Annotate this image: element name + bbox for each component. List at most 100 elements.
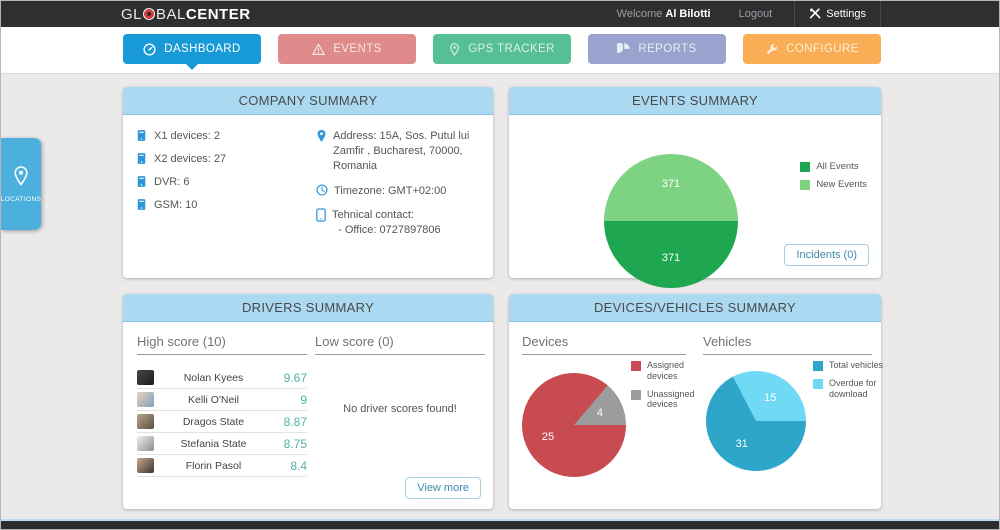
pie-icon	[617, 42, 631, 56]
low-score-column: Low score (0) No driver scores found!	[315, 334, 485, 415]
driver-row[interactable]: Stefania State 8.75	[137, 433, 307, 455]
timezone-block: Timezone: GMT+02:00	[316, 183, 484, 199]
driver-name: Florin Pasol	[185, 459, 242, 472]
driver-score: 8.87	[283, 414, 307, 429]
incidents-button[interactable]: Incidents (0)	[784, 244, 869, 266]
events-summary-panel: EVENTS SUMMARY 371 371 All Events New Even…	[509, 87, 881, 288]
map-pin-icon	[13, 165, 29, 191]
pie-slice-label: 371	[661, 178, 681, 191]
legend-item[interactable]: Total vehicles	[813, 360, 885, 371]
legend-item[interactable]: Overdue for download	[813, 378, 885, 400]
pin-icon	[449, 42, 460, 56]
logo-text-gl: GL	[121, 5, 143, 23]
drivers-summary-panel: DRIVERS SUMMARY High score (10) Nolan Ky…	[123, 294, 493, 509]
low-score-header: Low score (0)	[315, 334, 485, 355]
events-summary-body: 371 371 All Events New Events Incidents (0…	[509, 115, 881, 288]
address-block: Address: 15A, Sos. Putul lui Zamfir , Bu…	[316, 129, 484, 174]
tab-gps-tracker[interactable]: GPS TRACKER	[433, 34, 571, 64]
footer-bar	[1, 519, 999, 529]
driver-row[interactable]: Nolan Kyees 9.67	[137, 367, 307, 389]
driver-name: Stefania State	[180, 437, 247, 450]
vehicles-legend: Total vehicles Overdue for download	[813, 360, 885, 400]
legend-swatch	[813, 379, 823, 389]
map-pin-icon	[316, 129, 327, 174]
tab-label: REPORTS	[638, 43, 697, 55]
device-icon	[137, 175, 146, 188]
legend-label: Overdue for download	[829, 378, 877, 399]
phone-icon	[316, 208, 326, 238]
device-count-label: GSM: 10	[154, 198, 198, 211]
company-device-item: X2 devices: 27	[137, 152, 226, 165]
driver-row[interactable]: Kelli O'Neil 9	[137, 389, 307, 411]
devices-vehicles-body: Devices Vehicles 25 4 Assigned devices Una…	[509, 322, 883, 509]
driver-avatar	[137, 436, 154, 451]
events-pie-chart[interactable]: 371 371	[604, 154, 738, 288]
company-device-item: GSM: 10	[137, 198, 226, 211]
legend-item[interactable]: Unassigned devices	[631, 389, 703, 411]
devices-legend: Assigned devices Unassigned devices	[631, 360, 703, 410]
pie-slice-label: 4	[596, 406, 604, 419]
driver-name: Dragos State	[182, 415, 245, 428]
app-logo: GL BAL CENTER	[121, 6, 251, 23]
legend-label: Unassigned devices	[647, 388, 695, 410]
devices-vehicles-summary-panel: DEVICES/VEHICLES SUMMARY Devices Vehicle…	[509, 294, 883, 509]
low-score-empty-text: No driver scores found!	[343, 403, 457, 415]
company-summary-panel: COMPANY SUMMARY X1 devices: 2 X2 devices:…	[123, 87, 493, 278]
devices-header: Devices	[522, 334, 686, 355]
company-device-item: X1 devices: 2	[137, 129, 226, 142]
tab-label: GPS TRACKER	[468, 43, 555, 55]
pie-slice-label: 31	[735, 438, 748, 451]
legend-swatch	[800, 162, 811, 172]
driver-row[interactable]: Florin Pasol 8.4	[137, 455, 307, 477]
legend-label: Assigned devices	[647, 360, 685, 381]
tab-events[interactable]: EVENTS	[278, 34, 416, 64]
legend-item[interactable]: Assigned devices	[631, 360, 703, 382]
driver-row[interactable]: Dragos State 8.87	[137, 411, 307, 433]
device-icon	[137, 152, 146, 165]
nav-tabs: DASHBOARD EVENTS GPS TRACKER REPORTS CONFIGU…	[123, 34, 881, 70]
nav-strip: DASHBOARD EVENTS GPS TRACKER REPORTS CONFIGU…	[1, 27, 999, 74]
legend-label: New Events	[816, 179, 867, 191]
driver-avatar	[137, 392, 154, 407]
company-summary-title: COMPANY SUMMARY	[123, 87, 493, 115]
device-icon	[137, 198, 146, 211]
company-device-list: X1 devices: 2 X2 devices: 27 DVR: 6 GSM: 10	[137, 129, 226, 211]
legend-label: Total vehicles	[829, 360, 884, 370]
tab-configure[interactable]: CONFIGURE	[743, 34, 881, 64]
clock-icon	[316, 183, 328, 199]
wrench-icon	[765, 43, 778, 56]
side-tab-label: LOCATIONS	[0, 195, 42, 203]
logout-link[interactable]: Logout	[738, 8, 773, 20]
active-tab-pointer	[186, 64, 198, 70]
gauge-icon	[143, 42, 156, 56]
topbar-right: Welcome Al Bilotti Logout Settings	[617, 1, 881, 27]
vehicles-header: Vehicles	[703, 334, 872, 355]
settings-button[interactable]: Settings	[795, 1, 880, 27]
welcome-text: Welcome Al Bilotti	[616, 8, 711, 20]
devices-pie-chart[interactable]: 25 4	[522, 373, 626, 477]
view-more-button[interactable]: View more	[405, 477, 481, 499]
address-text: Address: 15A, Sos. Putul lui Zamfir , Bu…	[333, 130, 470, 172]
legend-item[interactable]: New Events	[800, 179, 867, 191]
legend-swatch	[631, 389, 641, 400]
legend-swatch	[813, 361, 823, 371]
topbar-divider	[880, 1, 881, 27]
devices-vehicles-summary-title: DEVICES/VEHICLES SUMMARY	[509, 294, 881, 322]
device-count-label: DVR: 6	[154, 175, 190, 188]
tools-icon	[809, 8, 821, 20]
tab-reports[interactable]: REPORTS	[588, 34, 726, 64]
contact-office: - Office: 0727897806	[338, 224, 441, 237]
driver-score: 8.75	[283, 436, 307, 451]
settings-label: Settings	[826, 8, 866, 20]
drivers-summary-title: DRIVERS SUMMARY	[123, 294, 493, 322]
pie-slice-label: 25	[541, 431, 555, 443]
locations-side-tab[interactable]: LOCATIONS	[1, 138, 41, 230]
tab-dashboard[interactable]: DASHBOARD	[123, 34, 261, 70]
legend-item[interactable]: All Events	[800, 161, 867, 172]
tab-label: CONFIGURE	[786, 43, 859, 55]
high-score-header: High score (10)	[137, 334, 307, 355]
vehicles-pie-chart[interactable]: 31 15	[706, 371, 806, 471]
warning-icon	[312, 43, 326, 56]
company-device-item: DVR: 6	[137, 175, 226, 188]
